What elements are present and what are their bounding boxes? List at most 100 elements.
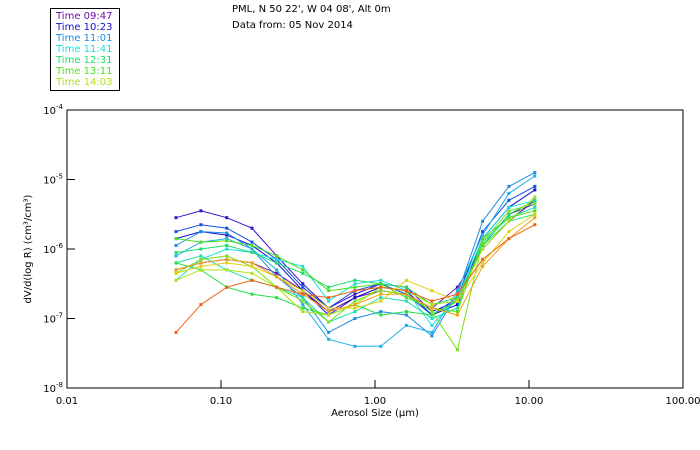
data-point: [430, 334, 434, 338]
data-point: [250, 271, 254, 275]
data-point: [250, 247, 254, 251]
data-point: [507, 205, 511, 209]
data-point: [225, 268, 229, 272]
data-point: [199, 230, 203, 234]
data-point: [275, 257, 279, 261]
data-point: [481, 230, 485, 234]
data-point: [225, 254, 229, 258]
x-tick-label: 0.01: [56, 396, 78, 407]
data-point: [455, 306, 459, 310]
data-point: [430, 299, 434, 303]
data-point: [481, 261, 485, 265]
series-0947: [174, 198, 537, 314]
data-point: [301, 268, 305, 272]
data-point: [327, 320, 331, 324]
data-point: [250, 240, 254, 244]
data-point: [507, 198, 511, 202]
data-point: [275, 261, 279, 265]
legend-item: Time 14:03: [56, 77, 113, 88]
data-point: [250, 244, 254, 247]
data-point: [174, 330, 178, 334]
data-point: [199, 261, 203, 265]
data-point: [404, 310, 408, 314]
data-point: [327, 289, 331, 293]
data-point: [199, 223, 203, 227]
legend-item: Time 12:31: [56, 55, 113, 66]
data-point: [225, 247, 229, 251]
data-point: [225, 244, 229, 247]
data-point: [199, 254, 203, 258]
data-point: [250, 292, 254, 296]
data-point: [533, 216, 537, 220]
data-point: [455, 292, 459, 296]
data-point: [430, 303, 434, 307]
data-point: [275, 254, 279, 258]
data-point: [225, 216, 229, 220]
legend-item: Time 09:47: [56, 11, 113, 22]
y-tick-label: 10-4: [43, 103, 63, 117]
data-point: [379, 299, 383, 303]
data-point: [455, 296, 459, 300]
data-point: [275, 271, 279, 275]
data-point: [404, 313, 408, 317]
data-point: [430, 323, 434, 327]
data-point: [379, 344, 383, 348]
series-1423: [174, 212, 537, 310]
data-point: [533, 174, 537, 178]
x-tick-label: 100.00: [666, 396, 700, 407]
data-point: [404, 299, 408, 303]
data-point: [353, 310, 357, 314]
data-point: [353, 317, 357, 320]
data-point: [199, 268, 203, 272]
data-point: [353, 292, 357, 296]
x-tick-label: 10.00: [515, 396, 544, 407]
data-point: [455, 289, 459, 293]
data-point: [379, 313, 383, 317]
data-point: [533, 188, 537, 192]
data-point: [533, 184, 537, 188]
data-point: [225, 257, 229, 261]
data-point: [481, 247, 485, 251]
data-point: [353, 344, 357, 348]
data-point: [404, 292, 408, 296]
data-point: [199, 209, 203, 213]
data-point: [250, 278, 254, 282]
data-point: [533, 202, 537, 206]
data-point: [225, 226, 229, 230]
data-point: [455, 285, 459, 289]
data-point: [301, 285, 305, 289]
data-point: [430, 317, 434, 320]
data-point: [301, 310, 305, 314]
data-point: [455, 303, 459, 307]
data-point: [174, 251, 178, 254]
data-point: [353, 282, 357, 286]
data-point: [455, 299, 459, 303]
data-point: [275, 285, 279, 289]
data-point: [404, 289, 408, 293]
data-point: [275, 268, 279, 272]
series-1121: [174, 174, 537, 348]
data-point: [275, 296, 279, 300]
series-1443: [174, 216, 537, 317]
data-point: [250, 251, 254, 254]
data-point: [481, 244, 485, 247]
data-point: [481, 257, 485, 261]
data-point: [533, 171, 537, 175]
x-axis-label: Aerosol Size (µm): [331, 408, 419, 419]
y-tick-label: 10-7: [43, 312, 63, 326]
data-point: [225, 239, 229, 243]
data-point: [507, 209, 511, 213]
data-point: [327, 306, 331, 310]
data-point: [379, 292, 383, 296]
data-point: [225, 285, 229, 289]
data-point: [404, 323, 408, 327]
data-point: [430, 313, 434, 317]
data-point: [404, 296, 408, 300]
series-1503: [174, 223, 537, 334]
data-point: [455, 310, 459, 314]
data-point: [455, 348, 459, 352]
data-point: [353, 278, 357, 282]
data-point: [327, 285, 331, 289]
data-point: [379, 278, 383, 282]
